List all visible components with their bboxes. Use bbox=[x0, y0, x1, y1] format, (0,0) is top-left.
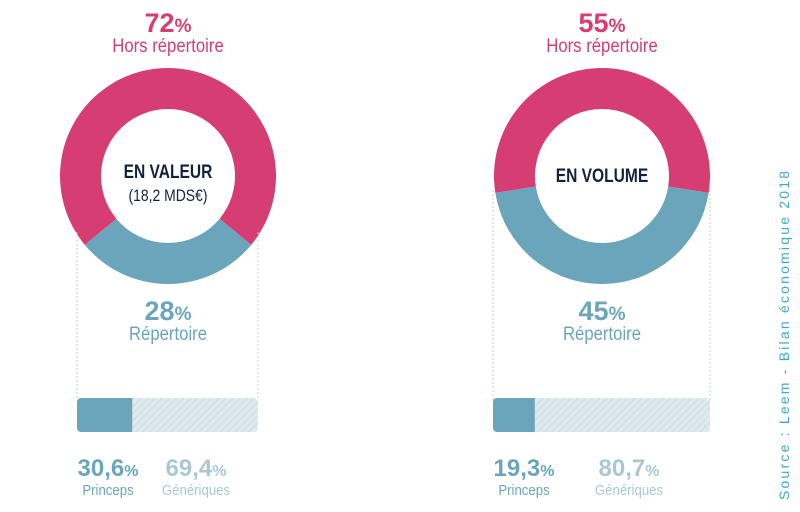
breakdown-bar-valeur bbox=[77, 398, 258, 432]
bar-segment-princeps bbox=[77, 398, 133, 432]
center-title-valeur: EN VALEUR bbox=[124, 161, 213, 183]
center-subtitle-valeur: (18,2 MDS€) bbox=[129, 187, 208, 206]
center-title-volume: EN VOLUME bbox=[556, 165, 649, 187]
bar-segment-generiques bbox=[534, 398, 710, 432]
hors-repertoire-value-volume: 55% bbox=[578, 8, 626, 38]
slice-repertoire bbox=[84, 218, 252, 284]
donut-chart-valeur: EN VALEUR (18,2 MDS€) bbox=[60, 68, 276, 284]
princeps-label-volume: Princeps bbox=[498, 482, 550, 499]
repertoire-label-valeur: Répertoire bbox=[128, 324, 208, 345]
repertoire-label-volume: Répertoire bbox=[562, 324, 642, 345]
bar-segment-generiques bbox=[132, 398, 258, 432]
slice-hors-repertoire bbox=[494, 68, 710, 193]
princeps-label-valeur: Princeps bbox=[82, 482, 134, 499]
princeps-value-volume: 19,3% bbox=[493, 455, 555, 482]
source-credit: Source : Leem - Bilan économique 2018 bbox=[776, 168, 792, 500]
slice-hors-repertoire bbox=[60, 68, 276, 245]
hors-repertoire-value-valeur: 72% bbox=[144, 8, 192, 38]
bar-segment-princeps bbox=[493, 398, 535, 432]
donut-chart-volume: EN VOLUME bbox=[494, 68, 710, 284]
slice-repertoire bbox=[495, 186, 709, 284]
princeps-value-valeur: 30,6% bbox=[77, 455, 139, 482]
generiques-value-volume: 80,7% bbox=[598, 455, 660, 482]
hors-repertoire-label-valeur: Hors répertoire bbox=[112, 36, 224, 57]
generiques-value-valeur: 69,4% bbox=[165, 455, 227, 482]
generiques-label-volume: Génériques bbox=[594, 482, 664, 499]
repertoire-value-volume: 45% bbox=[578, 296, 626, 326]
repertoire-value-valeur: 28% bbox=[144, 296, 192, 326]
generiques-label-valeur: Génériques bbox=[161, 482, 231, 499]
breakdown-bar-volume bbox=[493, 398, 710, 432]
hors-repertoire-label-volume: Hors répertoire bbox=[546, 36, 658, 57]
